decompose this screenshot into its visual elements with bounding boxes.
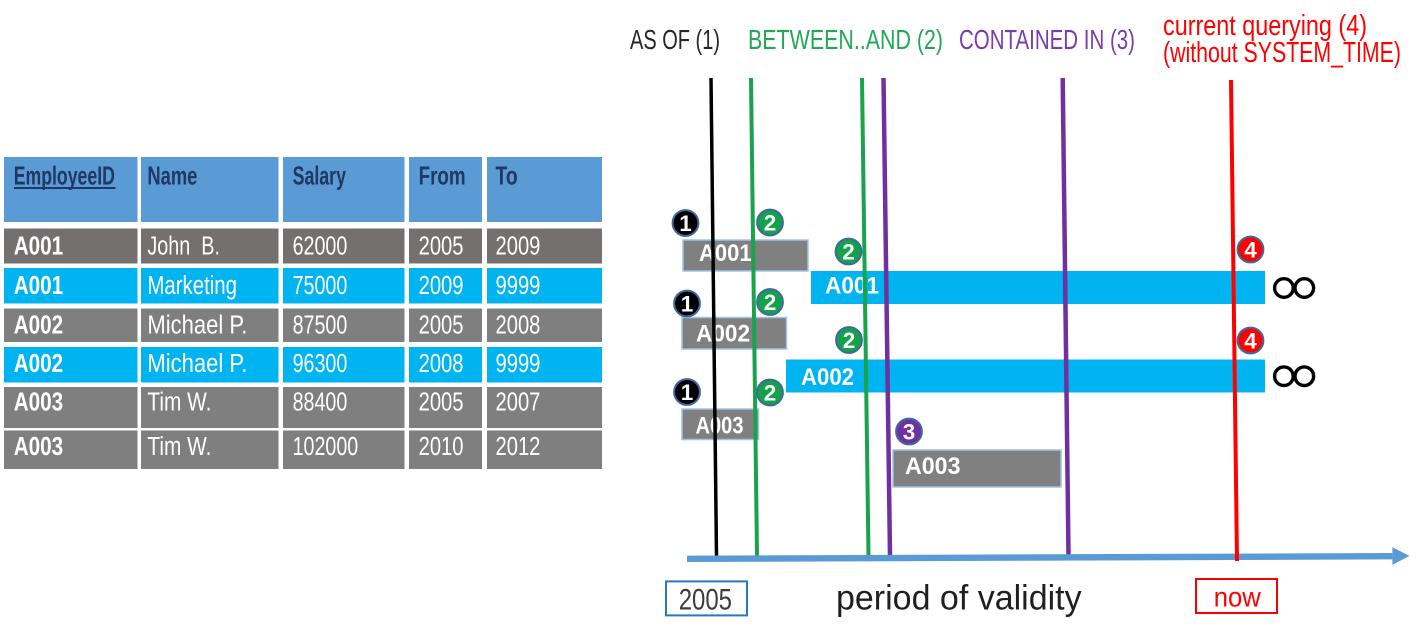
svg-text:Name: Name [147,160,197,190]
svg-text:A001: A001 [14,233,64,261]
svg-text:2: 2 [843,328,856,353]
svg-text:A002: A002 [801,364,854,391]
svg-text:Michael P.: Michael P. [147,350,247,378]
svg-text:62000: 62000 [293,233,348,261]
svg-text:A002: A002 [14,350,64,378]
svg-text:Salary: Salary [293,160,347,190]
svg-text:2009: 2009 [419,272,464,300]
svg-text:1: 1 [679,211,692,236]
svg-text:A003: A003 [14,389,64,417]
svg-text:9999: 9999 [496,350,541,378]
svg-text:4: 4 [1244,238,1257,263]
svg-text:4: 4 [1244,329,1257,354]
svg-text:2012: 2012 [496,433,541,461]
svg-text:now: now [1214,582,1262,613]
svg-text:2: 2 [764,290,777,315]
svg-text:Tim W.: Tim W. [147,433,211,461]
svg-text:9999: 9999 [496,272,541,300]
svg-text:2007: 2007 [496,389,541,417]
svg-text:Tim W.: Tim W. [147,389,211,417]
svg-text:A003: A003 [696,413,744,440]
svg-text:A003: A003 [14,433,64,461]
svg-text:BETWEEN..AND (2): BETWEEN..AND (2) [748,24,943,55]
svg-text:From: From [419,160,466,190]
svg-text:To: To [496,160,518,190]
svg-text:A003: A003 [905,453,961,480]
svg-text:2008: 2008 [419,350,464,378]
svg-text:A001: A001 [825,273,879,300]
svg-text:A002: A002 [14,312,64,340]
svg-text:2005: 2005 [679,584,732,617]
svg-text:(without SYSTEM_TIME): (without SYSTEM_TIME) [1163,37,1401,69]
svg-text:1: 1 [681,380,694,405]
svg-text:75000: 75000 [293,272,348,300]
svg-text:96300: 96300 [293,350,348,378]
svg-text:87500: 87500 [293,312,348,340]
svg-text:2009: 2009 [496,233,541,261]
svg-text:3: 3 [903,420,916,445]
svg-text:A001: A001 [14,272,64,300]
svg-text:2: 2 [842,240,855,265]
svg-text:2005: 2005 [419,312,464,340]
svg-text:2008: 2008 [496,312,541,340]
svg-text:Marketing: Marketing [147,272,237,300]
svg-text:current querying (4): current querying (4) [1163,10,1367,42]
svg-text:2010: 2010 [419,433,464,461]
svg-text:A001: A001 [699,240,752,267]
svg-text:John B.: John B. [147,233,220,261]
svg-text:88400: 88400 [293,389,348,417]
svg-text:1: 1 [681,292,694,317]
svg-text:2005: 2005 [419,389,464,417]
svg-text:2005: 2005 [419,233,464,261]
svg-text:2: 2 [764,211,777,236]
svg-text:EmployeeID: EmployeeID [14,160,115,190]
svg-text:period of validity: period of validity [836,578,1082,618]
svg-text:Michael P.: Michael P. [147,312,247,340]
svg-text:A002: A002 [696,321,750,348]
svg-text:CONTAINED IN (3): CONTAINED IN (3) [959,24,1135,55]
svg-text:102000: 102000 [293,433,359,461]
svg-text:2: 2 [764,381,777,406]
svg-text:AS OF (1): AS OF (1) [630,24,720,55]
